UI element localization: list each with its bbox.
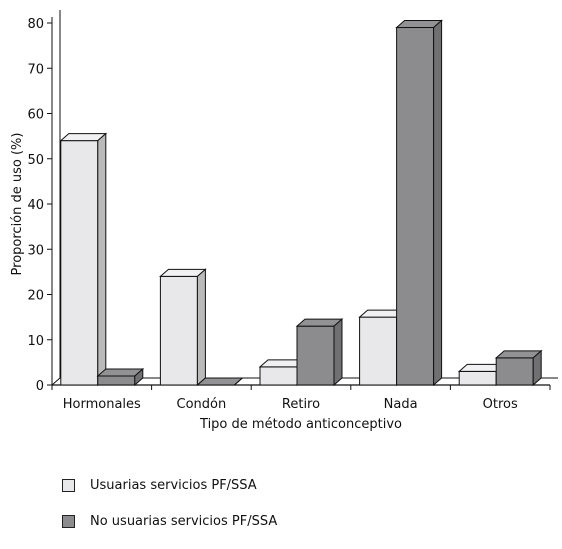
bar-chart: 0 10 20 30 40 50 60 70 80 Hormonales Condón Retiro…	[0, 0, 562, 470]
legend-swatch-usuarias	[62, 479, 75, 492]
legend: Usuarias servicios PF/SSA No usuarias se…	[62, 477, 277, 549]
bars	[61, 21, 541, 385]
bar	[98, 369, 143, 385]
bar-side	[334, 319, 342, 385]
y-tick-label: 70	[27, 62, 44, 77]
y-tick-label: 30	[27, 243, 44, 258]
x-tick-label: Condón	[177, 397, 227, 412]
bar-side	[434, 21, 442, 385]
bar-side	[98, 134, 106, 385]
y-tick-label: 50	[27, 153, 44, 168]
x-axis-label: Tipo de método anticonceptivo	[199, 417, 402, 432]
bar-front	[297, 326, 334, 385]
bar	[397, 21, 442, 385]
bar-front	[360, 317, 397, 385]
bar-front	[61, 141, 98, 385]
bar	[160, 269, 205, 385]
x-tick-label: Retiro	[282, 397, 320, 412]
legend-label-no-usuarias: No usuarias servicios PF/SSA	[90, 514, 277, 529]
y-tick-label: 0	[36, 379, 44, 394]
y-tick-label: 40	[27, 198, 44, 213]
legend-swatch-no-usuarias	[62, 515, 75, 528]
bar	[297, 319, 342, 385]
bar-front	[160, 276, 197, 385]
y-tick-labels: 0 10 20 30 40 50 60 70 80	[27, 17, 44, 394]
x-tick-label: Otros	[483, 397, 518, 412]
legend-item-usuarias: Usuarias servicios PF/SSA	[62, 477, 277, 493]
x-tick-label: Nada	[384, 397, 418, 412]
bar-front	[98, 376, 135, 385]
x-tick-labels: Hormonales Condón Retiro Nada Otros	[63, 397, 518, 412]
y-tick-label: 60	[27, 108, 44, 123]
bar-front	[496, 358, 533, 385]
x-tick-label: Hormonales	[63, 397, 141, 412]
y-tick-label: 10	[27, 334, 44, 349]
bar	[197, 378, 242, 385]
bar-front	[397, 28, 434, 385]
y-axis-label: Proporción de uso (%)	[10, 133, 25, 276]
bar-side	[197, 269, 205, 385]
y-tick-label: 20	[27, 289, 44, 304]
bar-front	[260, 367, 297, 385]
bar	[61, 134, 106, 385]
bar-front	[459, 371, 496, 385]
y-tick-label: 80	[27, 17, 44, 32]
floor-edge	[52, 378, 60, 385]
bar	[496, 351, 541, 385]
legend-label-usuarias: Usuarias servicios PF/SSA	[90, 478, 257, 493]
